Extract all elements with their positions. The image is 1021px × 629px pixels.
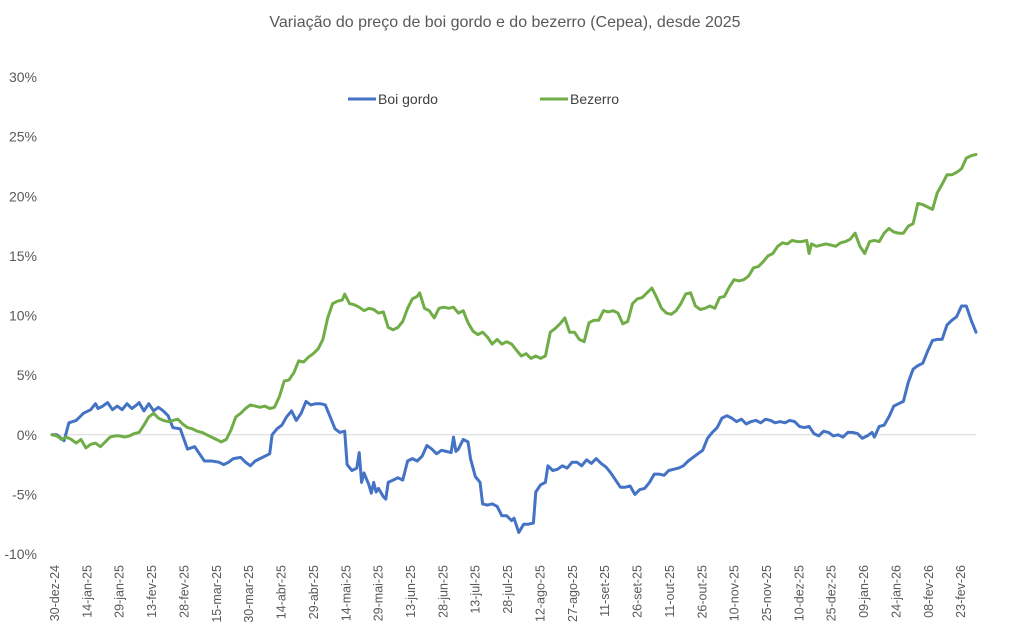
x-axis-tick-labels: 30-dez-24 14-jan-25 29-jan-25 13-fev-25 28-f… <box>48 565 968 623</box>
y-tick-label: 15% <box>9 248 37 264</box>
x-tick-label: 12-ago-25 <box>533 565 547 622</box>
x-tick-label: 13-jun-25 <box>404 565 418 618</box>
x-tick-label: 23-fev-26 <box>954 565 968 618</box>
x-tick-label: 26-set-25 <box>631 565 645 618</box>
x-tick-label: 10-nov-25 <box>728 565 742 621</box>
x-tick-label: 29-mai-25 <box>372 565 386 621</box>
x-tick-label: 11-out-25 <box>663 565 677 618</box>
y-tick-label: 0% <box>17 427 37 443</box>
x-tick-label: 27-ago-25 <box>566 565 580 622</box>
y-tick-label: 20% <box>9 188 37 204</box>
legend: Boi gordo Bezerro <box>348 91 619 107</box>
x-tick-label: 28-jul-25 <box>501 565 515 614</box>
y-tick-label: 25% <box>9 129 37 145</box>
chart-title: Variação do preço de boi gordo e do beze… <box>269 14 740 31</box>
x-tick-label: 29-abr-25 <box>307 565 321 619</box>
x-tick-label: 13-fev-25 <box>145 565 159 618</box>
x-tick-label: 09-jan-26 <box>857 565 871 618</box>
x-tick-label: 15-mar-25 <box>210 565 224 623</box>
legend-label: Boi gordo <box>378 91 438 107</box>
x-tick-label: 08-fev-26 <box>922 565 936 618</box>
series-line-bezerro <box>50 153 978 450</box>
x-tick-label: 10-dez-25 <box>792 565 806 621</box>
y-tick-label: 10% <box>9 308 37 324</box>
y-tick-label: -5% <box>12 486 37 502</box>
x-tick-label: 24-jan-26 <box>889 565 903 618</box>
x-tick-label: 14-jan-25 <box>80 565 94 618</box>
x-tick-label: 26-out-25 <box>695 565 709 619</box>
y-tick-label: -10% <box>4 546 37 562</box>
x-tick-label: 25-nov-25 <box>760 565 774 621</box>
y-axis-tick-labels: -10% -5% 0% 5% 10% 15% 20% 25% 30% <box>4 69 37 562</box>
x-tick-label: 14-mai-25 <box>339 565 353 621</box>
y-tick-label: 30% <box>9 69 37 85</box>
x-tick-label: 14-abr-25 <box>275 565 289 619</box>
x-tick-label: 30-dez-24 <box>48 565 62 621</box>
x-tick-label: 13-jul-25 <box>469 565 483 614</box>
y-tick-label: 5% <box>17 367 37 383</box>
x-tick-label: 25-dez-25 <box>825 565 839 621</box>
x-tick-label: 29-jan-25 <box>113 565 127 618</box>
x-tick-label: 28-jun-25 <box>436 565 450 618</box>
x-tick-label: 30-mar-25 <box>242 565 256 623</box>
x-tick-label: 28-fev-25 <box>177 565 191 618</box>
legend-label: Bezerro <box>570 91 619 107</box>
series-lines <box>50 153 978 534</box>
x-tick-label: 11-set-25 <box>598 565 612 617</box>
series-line-boi-gordo <box>50 304 978 534</box>
